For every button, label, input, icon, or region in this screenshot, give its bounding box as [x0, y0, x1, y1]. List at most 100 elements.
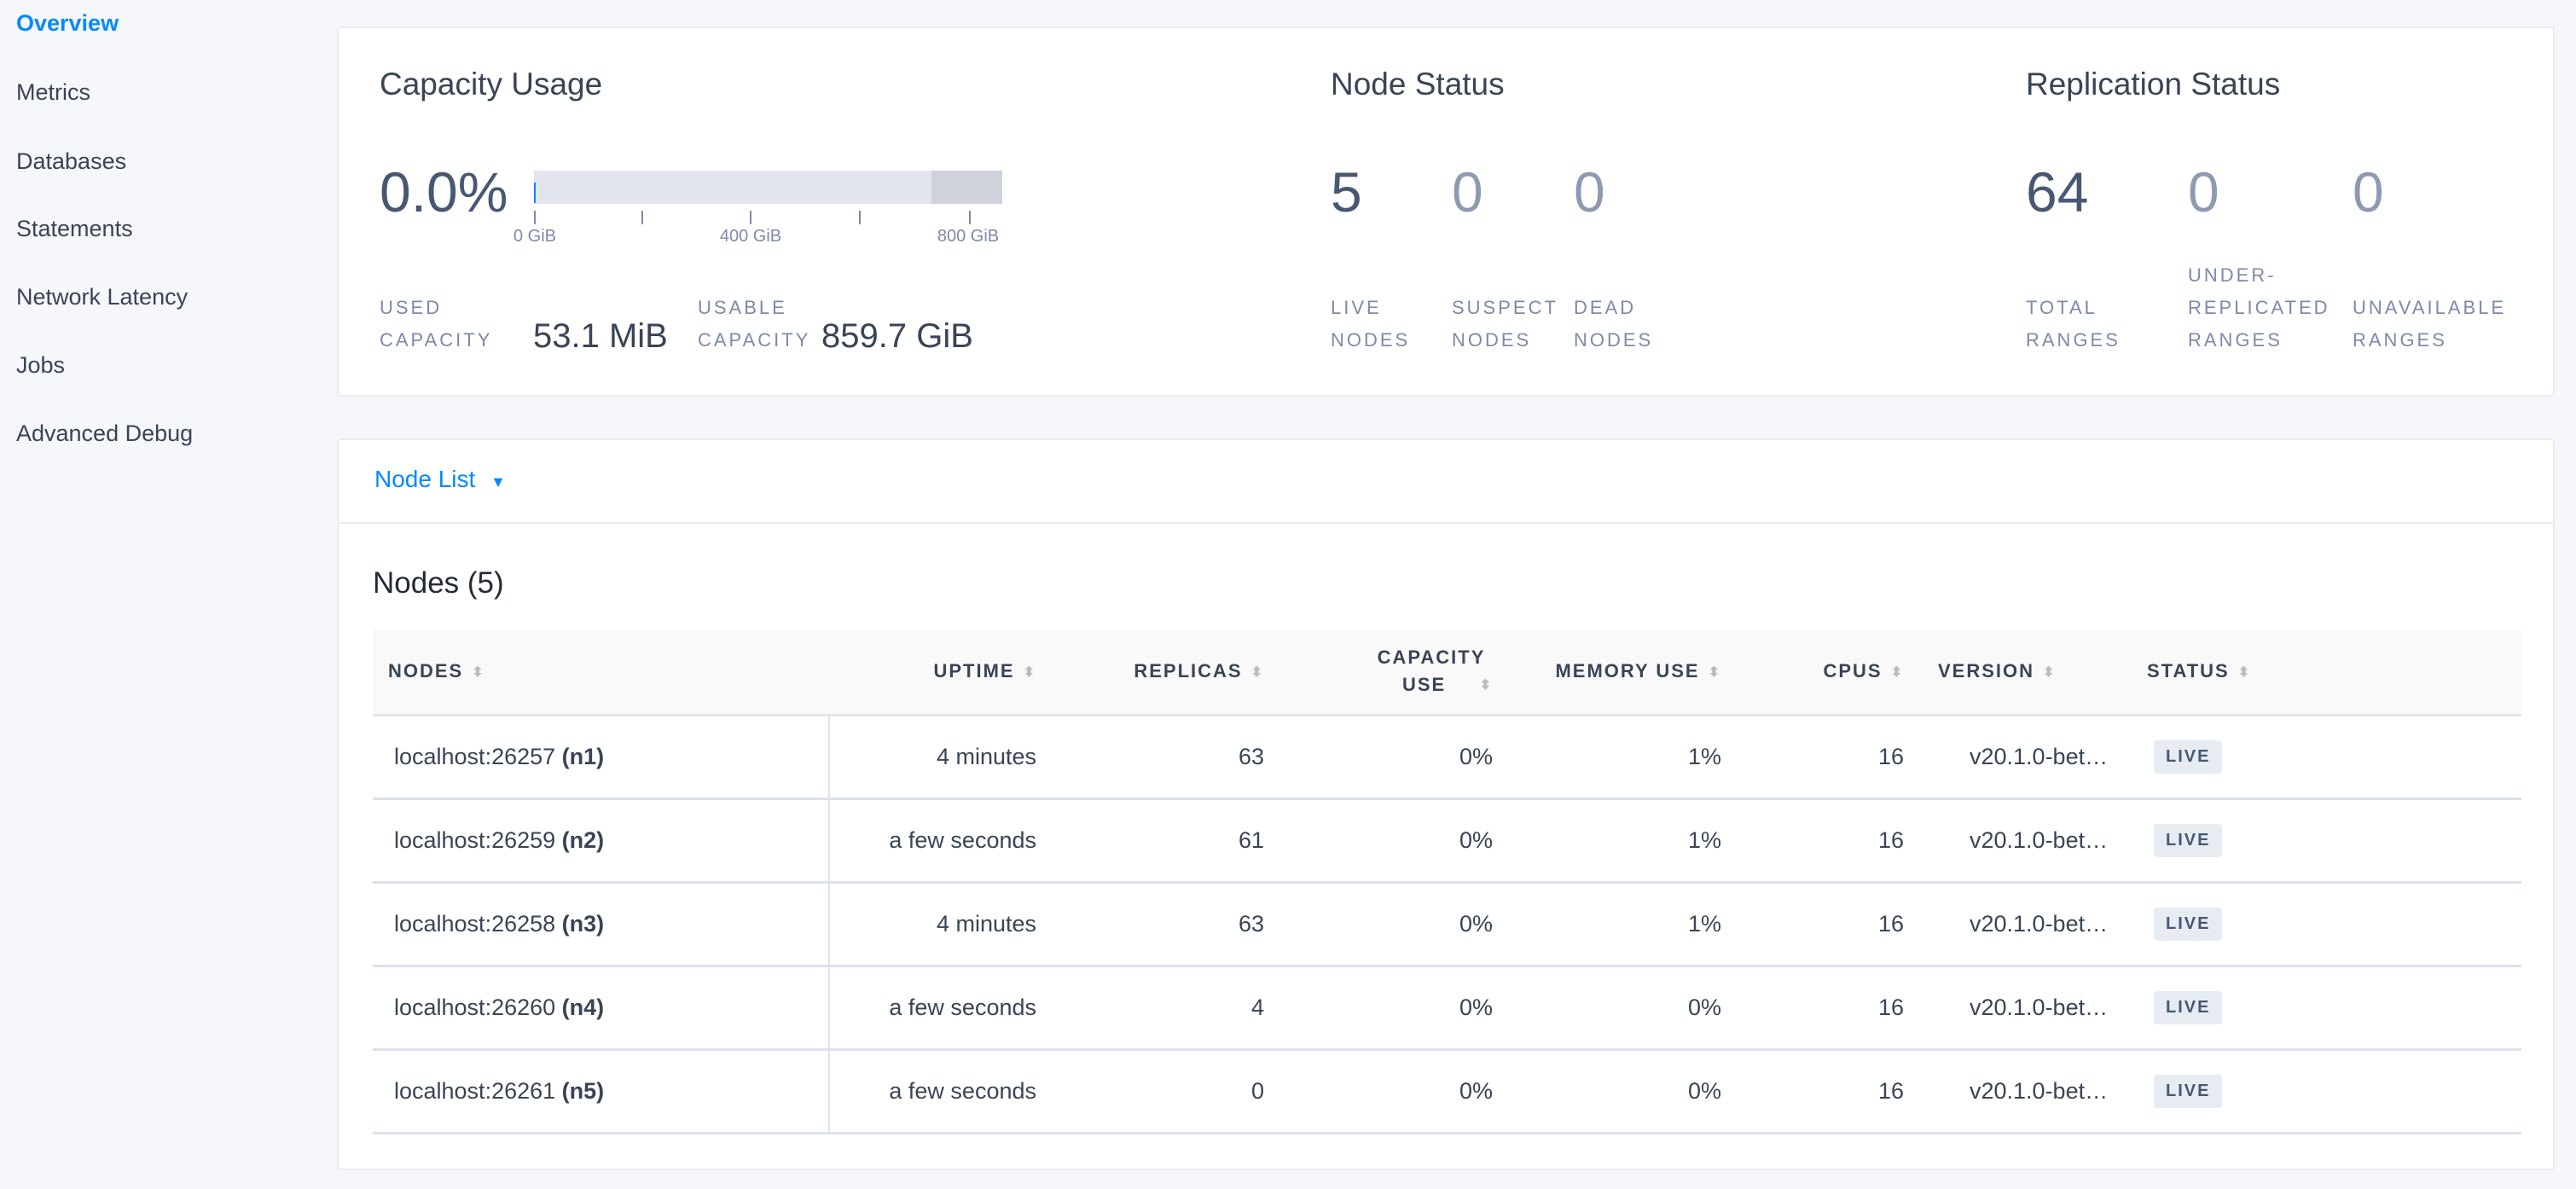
sidebar-item-metrics[interactable]: Metrics: [16, 79, 90, 105]
used-value: 53.1 MiB: [533, 317, 668, 355]
column-header[interactable]: STATUS ⬍: [2130, 629, 2521, 716]
nodes-title: Nodes (5): [373, 566, 504, 600]
unavailable-count: 0: [2353, 160, 2384, 223]
column-header[interactable]: UPTIME ⬍: [829, 629, 1053, 716]
capacity-cell: 0%: [1281, 798, 1510, 884]
table-row: localhost:26260 (n4) a few seconds 4 0% …: [373, 966, 2521, 1051]
cpus-cell: 16: [1738, 966, 1921, 1051]
cpus-cell: 16: [1738, 882, 1921, 967]
status-badge: LIVE: [2154, 823, 2223, 857]
sidebar-item-databases[interactable]: Databases: [16, 148, 127, 174]
sidebar-item-jobs[interactable]: Jobs: [16, 352, 66, 378]
sidebar-item-network-latency[interactable]: Network Latency: [16, 284, 189, 310]
uptime-cell: a few seconds: [829, 798, 1053, 884]
node-cell[interactable]: localhost:26258 (n3): [373, 882, 830, 967]
uptime-cell: 4 minutes: [829, 715, 1053, 800]
node-list-dropdown[interactable]: Node List ▼: [374, 466, 506, 492]
sort-icon[interactable]: ⬍: [1023, 665, 1036, 681]
version-cell: v20.1.0-bet…: [1921, 715, 2130, 800]
table-row: localhost:26259 (n2) a few seconds 61 0%…: [373, 798, 2521, 884]
sidebar-item-overview[interactable]: Overview: [16, 10, 119, 36]
cpus-cell: 16: [1738, 715, 1921, 800]
capacity-cell: 0%: [1281, 882, 1510, 967]
dead-nodes-label: DEAD NODES: [1574, 297, 1654, 351]
replicas-cell: 63: [1053, 715, 1281, 800]
node-status-title: Node Status: [1331, 67, 1505, 102]
table-row: localhost:26258 (n3) 4 minutes 63 0% 1% …: [373, 882, 2521, 967]
capacity-bar: [534, 171, 1002, 204]
sidebar-item-statements[interactable]: Statements: [16, 216, 133, 241]
sort-icon[interactable]: ⬍: [1479, 677, 1493, 693]
uptime-cell: 4 minutes: [829, 882, 1053, 967]
replicas-cell: 0: [1053, 1049, 1281, 1134]
memory-cell: 0%: [1510, 966, 1738, 1051]
uptime-cell: a few seconds: [829, 966, 1053, 1051]
usable-value: 859.7 GiB: [821, 317, 973, 355]
live-nodes-count: 5: [1331, 160, 1362, 223]
column-header[interactable]: REPLICAS ⬍: [1053, 629, 1281, 716]
node-cell[interactable]: localhost:26261 (n5): [373, 1049, 830, 1134]
version-cell: v20.1.0-bet…: [1921, 798, 2130, 884]
tick-label: 0 GiB: [513, 227, 557, 246]
total-ranges-count: 64: [2026, 160, 2089, 223]
tick-label: 400 GiB: [719, 227, 782, 246]
cpus-cell: 16: [1738, 1049, 1921, 1134]
capacity-cell: 0%: [1281, 966, 1510, 1051]
replicas-cell: 4: [1053, 966, 1281, 1051]
unavailable-label: UNAVAILABLE RANGES: [2353, 297, 2507, 351]
status-badge: LIVE: [2154, 740, 2223, 774]
sort-icon[interactable]: ⬍: [1708, 665, 1721, 681]
status-badge: LIVE: [2154, 907, 2223, 941]
sort-icon[interactable]: ⬍: [2043, 665, 2057, 681]
suspect-nodes-label: SUSPECT NODES: [1452, 297, 1558, 351]
column-header[interactable]: NODES ⬍: [373, 629, 829, 716]
column-header[interactable]: VERSION ⬍: [1921, 629, 2130, 716]
capacity-cell: 0%: [1281, 1049, 1510, 1134]
nodes-table: NODES ⬍ UPTIME ⬍ REPLICAS ⬍ CAPACITY USE ⬍ MEMOR…: [373, 629, 2521, 1134]
used-label: USED CAPACITY: [380, 297, 493, 351]
summary-card: [337, 26, 2555, 397]
memory-cell: 1%: [1510, 882, 1738, 967]
status-badge: LIVE: [2154, 1074, 2223, 1108]
column-header[interactable]: CPUS ⬍: [1738, 629, 1921, 716]
column-header[interactable]: CAPACITY USE ⬍: [1281, 629, 1510, 716]
live-nodes-label: LIVE NODES: [1331, 297, 1411, 351]
sort-icon[interactable]: ⬍: [1250, 665, 1264, 681]
version-cell: v20.1.0-bet…: [1921, 882, 2130, 967]
under-replicated-label: UNDER- REPLICATED RANGES: [2188, 264, 2330, 351]
node-list-bar: [337, 438, 2555, 524]
memory-cell: 1%: [1510, 715, 1738, 800]
memory-cell: 1%: [1510, 798, 1738, 884]
uptime-cell: a few seconds: [829, 1049, 1053, 1134]
version-cell: v20.1.0-bet…: [1921, 1049, 2130, 1134]
sidebar: Overview Metrics Databases Statements Ne…: [0, 0, 312, 1189]
replicas-cell: 61: [1053, 798, 1281, 884]
capacity-cell: 0%: [1281, 715, 1510, 800]
usable-label: USABLE CAPACITY: [698, 297, 811, 351]
capacity-title: Capacity Usage: [380, 67, 603, 102]
tick-label: 800 GiB: [937, 227, 1000, 246]
dead-nodes-count: 0: [1574, 160, 1605, 223]
replicas-cell: 63: [1053, 882, 1281, 967]
total-ranges-label: TOTAL RANGES: [2026, 297, 2121, 351]
cpus-cell: 16: [1738, 798, 1921, 884]
replication-title: Replication Status: [2026, 67, 2281, 102]
node-cell[interactable]: localhost:26259 (n2): [373, 798, 830, 884]
caret-down-icon: ▼: [490, 473, 506, 490]
version-cell: v20.1.0-bet…: [1921, 966, 2130, 1051]
capacity-percent: 0.0%: [380, 160, 508, 223]
sort-icon[interactable]: ⬍: [2237, 665, 2252, 681]
sort-icon[interactable]: ⬍: [1890, 665, 1904, 681]
suspect-nodes-count: 0: [1452, 160, 1483, 223]
sort-icon[interactable]: ⬍: [472, 665, 485, 681]
status-badge: LIVE: [2154, 990, 2223, 1024]
under-replicated-count: 0: [2188, 160, 2219, 223]
sidebar-item-advanced-debug[interactable]: Advanced Debug: [16, 420, 194, 446]
memory-cell: 0%: [1510, 1049, 1738, 1134]
capacity-used-fill: [534, 183, 536, 203]
table-row: localhost:26261 (n5) a few seconds 0 0% …: [373, 1049, 2521, 1134]
node-cell[interactable]: localhost:26260 (n4): [373, 966, 830, 1051]
node-cell[interactable]: localhost:26257 (n1): [373, 715, 830, 800]
column-header[interactable]: MEMORY USE ⬍: [1510, 629, 1738, 716]
table-row: localhost:26257 (n1) 4 minutes 63 0% 1% …: [373, 715, 2521, 800]
